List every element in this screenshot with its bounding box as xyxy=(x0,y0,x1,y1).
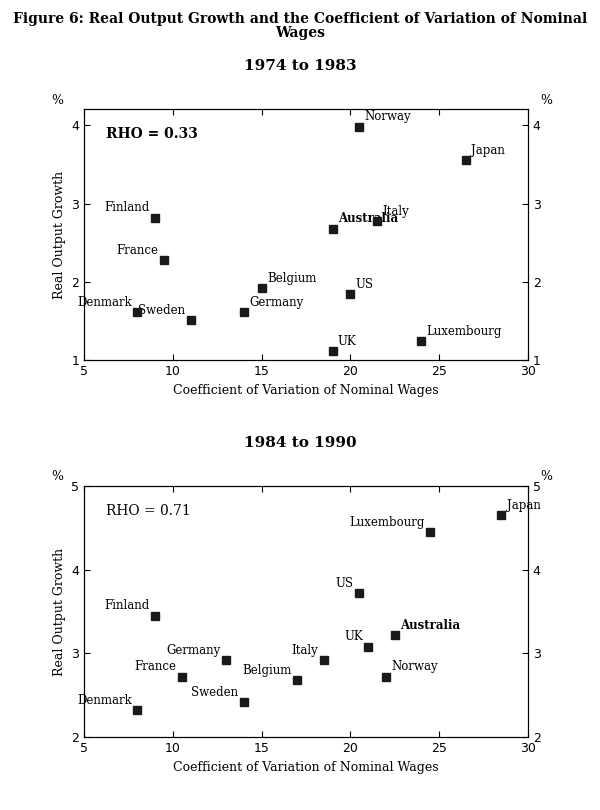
Text: Wages: Wages xyxy=(275,26,325,40)
X-axis label: Coefficient of Variation of Nominal Wages: Coefficient of Variation of Nominal Wage… xyxy=(173,384,439,397)
Text: %: % xyxy=(540,471,552,484)
Text: Luxembourg: Luxembourg xyxy=(350,516,425,529)
Text: Luxembourg: Luxembourg xyxy=(427,325,502,338)
Text: %: % xyxy=(52,94,64,107)
Text: Denmark: Denmark xyxy=(77,694,132,707)
Text: UK: UK xyxy=(338,335,357,348)
Text: RHO = 0.71: RHO = 0.71 xyxy=(106,504,191,518)
Text: US: US xyxy=(336,577,354,590)
Text: Germany: Germany xyxy=(167,644,221,657)
Text: Japan: Japan xyxy=(471,144,505,157)
Text: Figure 6: Real Output Growth and the Coefficient of Variation of Nominal: Figure 6: Real Output Growth and the Coe… xyxy=(13,12,587,26)
Text: Italy: Italy xyxy=(292,644,319,657)
Text: Australia: Australia xyxy=(338,212,398,225)
Text: 1984 to 1990: 1984 to 1990 xyxy=(244,436,356,450)
Text: Sweden: Sweden xyxy=(191,685,239,698)
Text: Belgium: Belgium xyxy=(267,272,316,285)
Text: Belgium: Belgium xyxy=(242,664,292,677)
Text: Japan: Japan xyxy=(506,499,541,512)
Text: UK: UK xyxy=(344,630,363,643)
Y-axis label: Real Output Growth: Real Output Growth xyxy=(53,171,66,299)
Text: Sweden: Sweden xyxy=(138,304,185,317)
X-axis label: Coefficient of Variation of Nominal Wages: Coefficient of Variation of Nominal Wage… xyxy=(173,761,439,774)
Text: Norway: Norway xyxy=(391,660,438,673)
Y-axis label: Real Output Growth: Real Output Growth xyxy=(53,548,65,676)
Text: Finland: Finland xyxy=(104,599,150,612)
Text: Finland: Finland xyxy=(104,202,150,215)
Text: France: France xyxy=(116,244,158,257)
Text: Denmark: Denmark xyxy=(77,296,132,309)
Text: %: % xyxy=(52,471,64,484)
Text: RHO = 0.33: RHO = 0.33 xyxy=(106,127,198,141)
Text: France: France xyxy=(134,660,176,673)
Text: Norway: Norway xyxy=(365,110,411,123)
Text: Germany: Germany xyxy=(249,296,304,309)
Text: %: % xyxy=(540,94,552,107)
Text: Italy: Italy xyxy=(382,205,409,218)
Text: 1974 to 1983: 1974 to 1983 xyxy=(244,59,356,73)
Text: US: US xyxy=(356,278,374,291)
Text: Australia: Australia xyxy=(400,619,460,632)
